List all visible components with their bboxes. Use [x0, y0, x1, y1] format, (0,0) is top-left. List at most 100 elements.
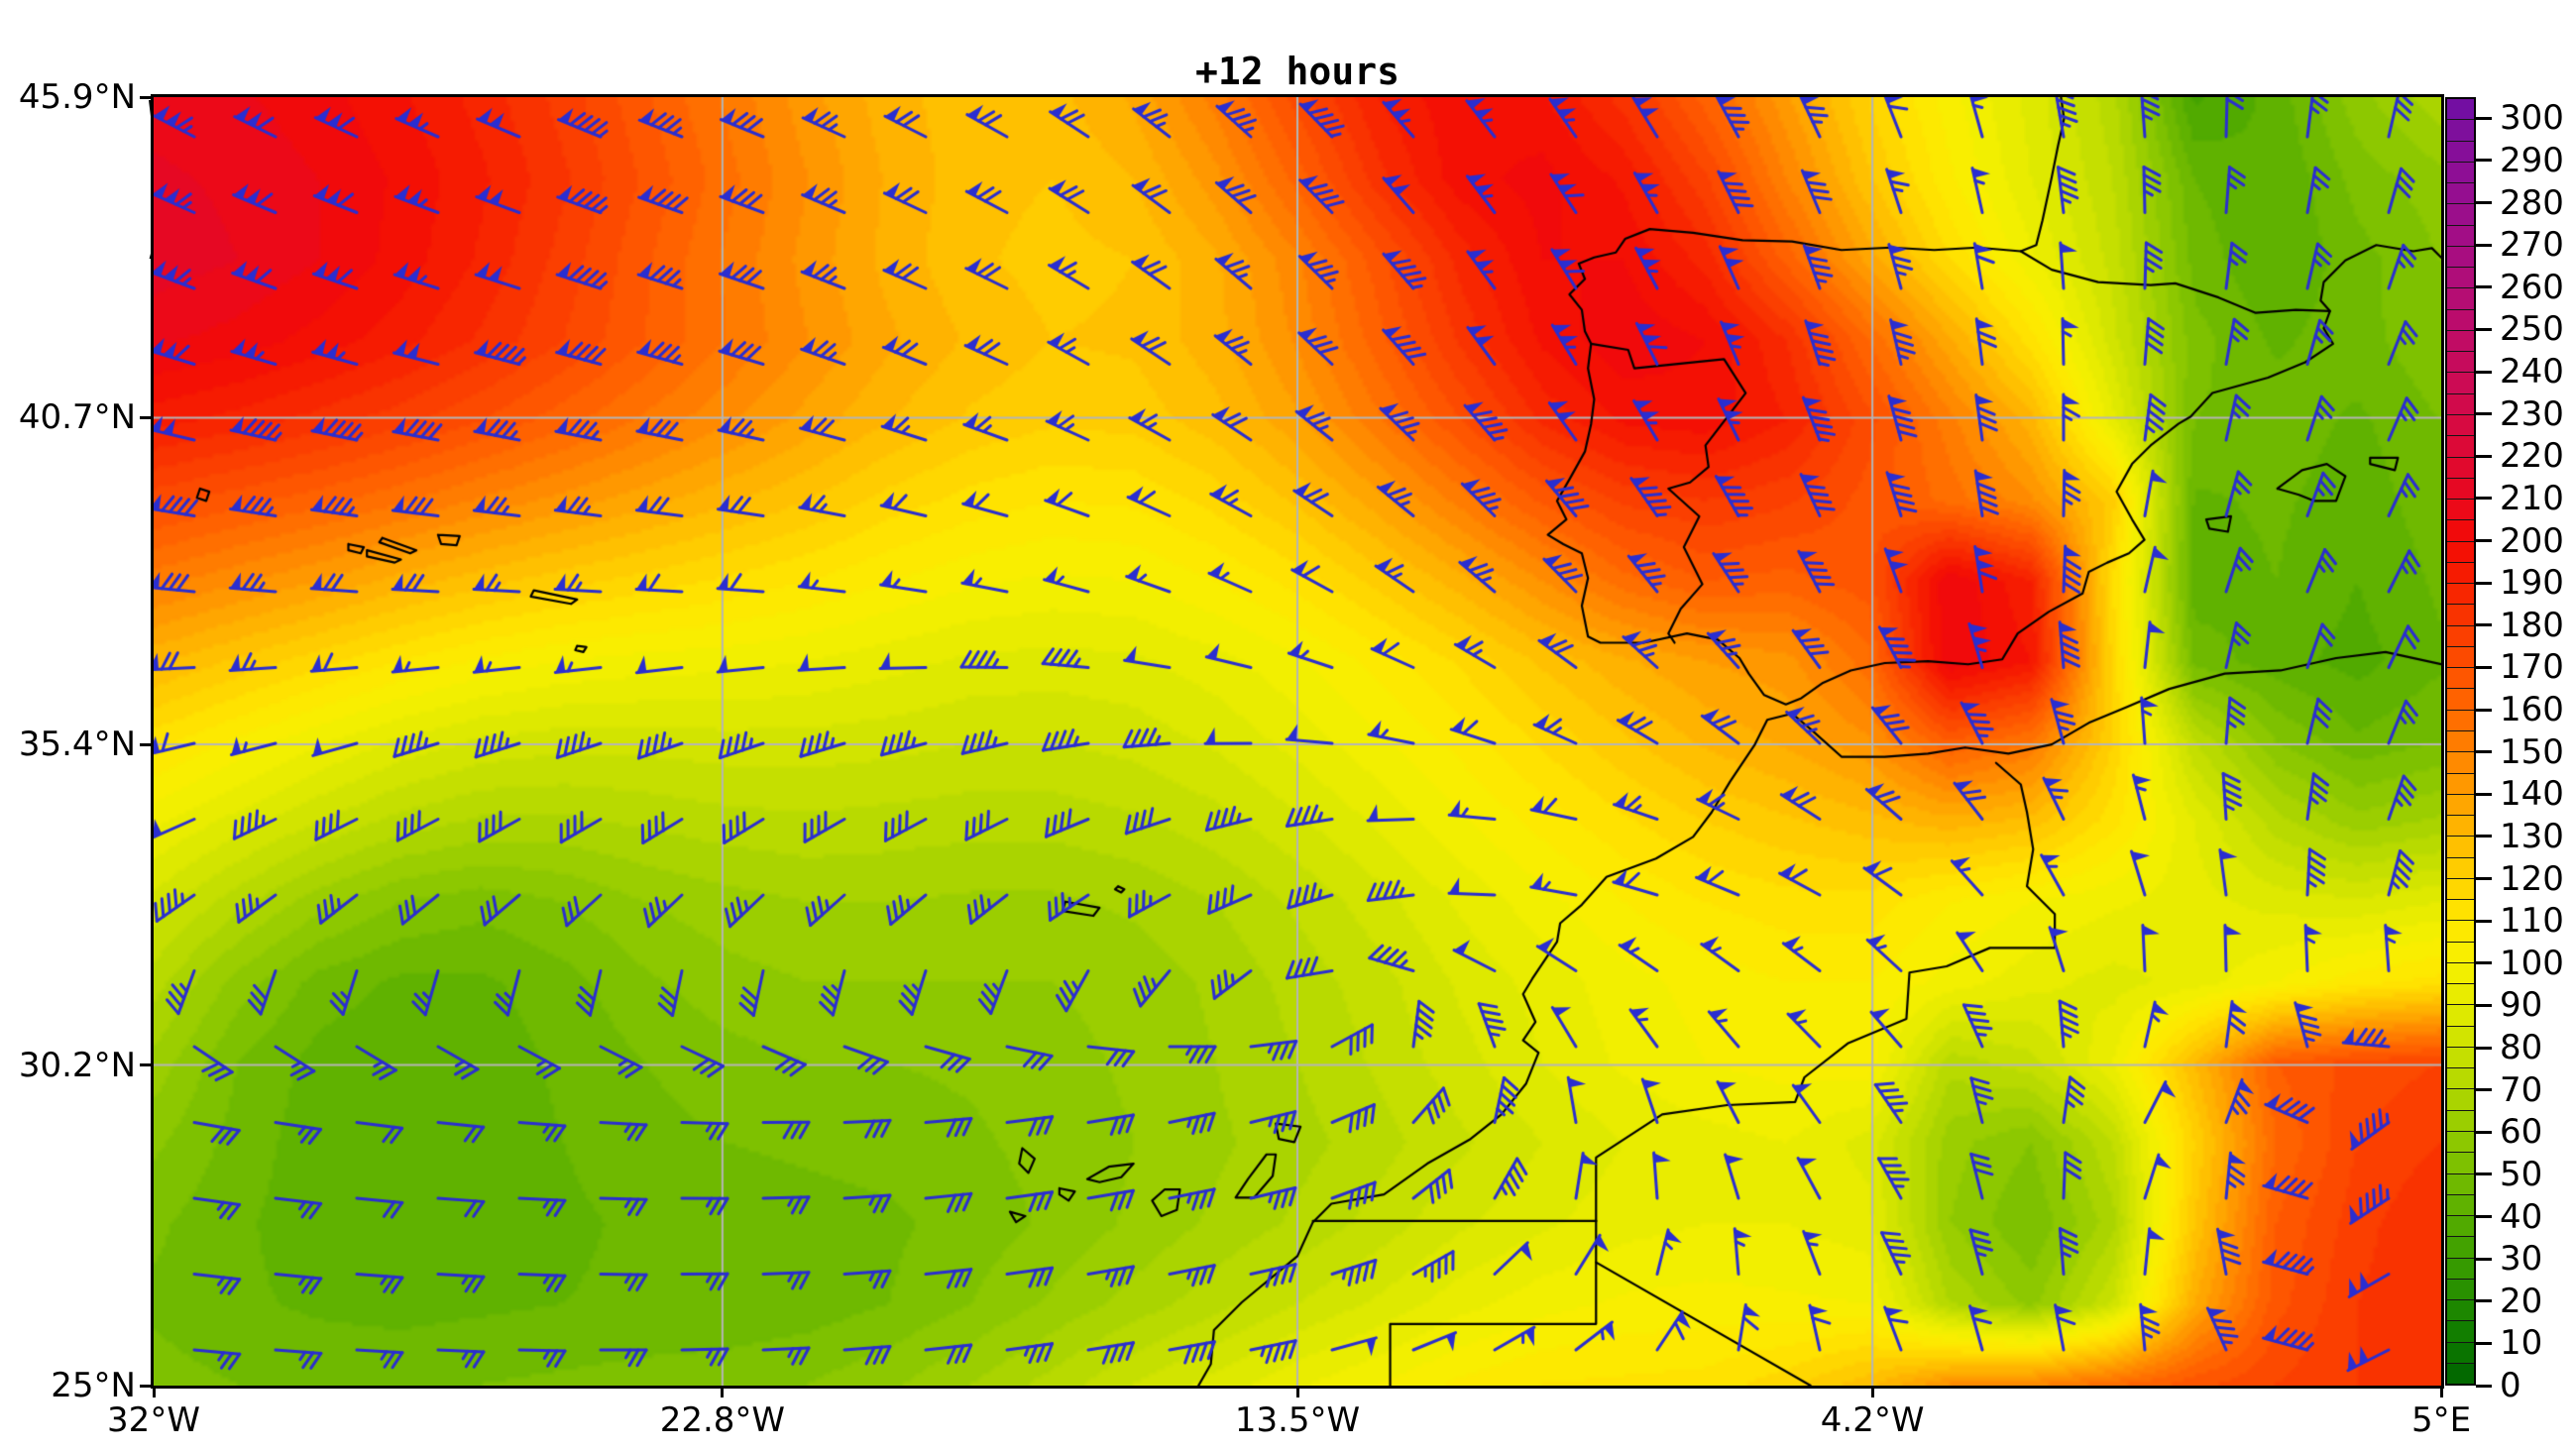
- colorbar-segment: [2447, 414, 2474, 437]
- colorbar-segment: [2447, 816, 2474, 838]
- colorbar-segment: [2447, 900, 2474, 922]
- colorbar-segment: [2447, 710, 2474, 731]
- wind-speed-map: [151, 94, 2444, 1389]
- colorbar-segment: [2447, 689, 2474, 711]
- colorbar-segment: [2447, 330, 2474, 353]
- colorbar-segment: [2447, 1005, 2474, 1027]
- colorbar-segment: [2447, 500, 2474, 521]
- colorbar-segment: [2447, 625, 2474, 647]
- colorbar-tick: [2476, 1299, 2492, 1303]
- x-tick: [2439, 1386, 2443, 1397]
- colorbar-tick: [2476, 1173, 2492, 1176]
- colorbar-tick-label: 250: [2500, 309, 2564, 350]
- colorbar-tick: [2476, 1088, 2492, 1092]
- colorbar-tick: [2476, 961, 2492, 965]
- colorbar-segment: [2447, 1237, 2474, 1259]
- colorbar-segment: [2447, 520, 2474, 542]
- colorbar-segment: [2447, 1026, 2474, 1048]
- colorbar-segment: [2447, 268, 2474, 289]
- colorbar-tick: [2476, 1046, 2492, 1050]
- colorbar-tick: [2476, 243, 2492, 247]
- colorbar-segment: [2447, 352, 2474, 374]
- colorbar-tick: [2476, 919, 2492, 923]
- colorbar-tick-label: 240: [2500, 352, 2564, 392]
- colorbar-tick: [2476, 497, 2492, 501]
- colorbar-tick-label: 50: [2500, 1154, 2543, 1194]
- colorbar-segment: [2447, 730, 2474, 753]
- y-tick-label: 40.7°N: [18, 397, 136, 438]
- colorbar-segment: [2447, 584, 2474, 606]
- colorbar-segment: [2447, 1173, 2474, 1195]
- colorbar-tick: [2476, 370, 2492, 374]
- y-tick: [140, 415, 154, 419]
- colorbar-tick: [2476, 201, 2492, 205]
- colorbar-segment: [2447, 1300, 2474, 1322]
- x-tick: [1295, 1386, 1299, 1397]
- colorbar-segment: [2447, 162, 2474, 184]
- colorbar-segment: [2447, 1363, 2474, 1385]
- colorbar-tick: [2476, 1257, 2492, 1261]
- colorbar-tick: [2476, 454, 2492, 458]
- colorbar-tick: [2476, 835, 2492, 838]
- colorbar-tick-label: 80: [2500, 1028, 2543, 1068]
- colorbar-segment: [2447, 1068, 2474, 1090]
- colorbar-segment: [2447, 773, 2474, 795]
- colorbar-tick-label: 220: [2500, 436, 2564, 477]
- colorbar-tick-label: 190: [2500, 563, 2564, 604]
- colorbar-tick-label: 160: [2500, 690, 2564, 730]
- colorbar-tick: [2476, 877, 2492, 881]
- colorbar-segment: [2447, 1216, 2474, 1238]
- colorbar-segment: [2447, 225, 2474, 247]
- y-tick: [140, 95, 154, 99]
- colorbar-segment: [2447, 1279, 2474, 1301]
- colorbar-tick-label: 10: [2500, 1323, 2543, 1364]
- colorbar-tick: [2476, 708, 2492, 712]
- colorbar-segment: [2447, 1342, 2474, 1364]
- colorbar-segment: [2447, 457, 2474, 479]
- colorbar-tick-label: 170: [2500, 647, 2564, 688]
- colorbar-tick: [2476, 1384, 2492, 1388]
- colorbar-segment: [2447, 436, 2474, 458]
- x-tick-label: 5°E: [2410, 1400, 2472, 1440]
- y-tick-label: 45.9°N: [18, 77, 136, 117]
- colorbar-tick-label: 180: [2500, 605, 2564, 645]
- colorbar-tick: [2476, 327, 2492, 331]
- colorbar-segment: [2447, 1194, 2474, 1217]
- colorbar-tick: [2476, 159, 2492, 163]
- colorbar-tick: [2476, 623, 2492, 627]
- x-tick: [1870, 1386, 1874, 1397]
- colorbar-tick-label: 0: [2500, 1366, 2521, 1405]
- colorbar-tick-label: 70: [2500, 1069, 2543, 1110]
- colorbar-tick-label: 230: [2500, 393, 2564, 434]
- colorbar-segment: [2447, 1089, 2474, 1111]
- colorbar-tick-label: 200: [2500, 520, 2564, 561]
- colorbar-segment: [2447, 478, 2474, 501]
- colorbar-tick-label: 100: [2500, 943, 2564, 983]
- colorbar-tick-label: 110: [2500, 901, 2564, 942]
- colorbar-tick: [2476, 539, 2492, 543]
- colorbar-segment: [2447, 921, 2474, 943]
- colorbar-segment: [2447, 1132, 2474, 1154]
- colorbar: [2445, 97, 2476, 1386]
- y-tick: [140, 742, 154, 746]
- colorbar-tick: [2476, 750, 2492, 754]
- colorbar-segment: [2447, 1153, 2474, 1174]
- colorbar-segment: [2447, 752, 2474, 774]
- x-tick-label: 13.5°W: [1234, 1400, 1361, 1440]
- colorbar-tick-label: 120: [2500, 858, 2564, 899]
- colorbar-tick: [2476, 1130, 2492, 1134]
- colorbar-segment: [2447, 141, 2474, 163]
- colorbar-segment: [2447, 204, 2474, 226]
- colorbar-segment: [2447, 562, 2474, 585]
- colorbar-tick-label: 280: [2500, 182, 2564, 223]
- colorbar-tick-label: 300: [2500, 98, 2564, 139]
- colorbar-segment: [2447, 605, 2474, 626]
- colorbar-segment: [2447, 1321, 2474, 1343]
- colorbar-segment: [2447, 1110, 2474, 1133]
- colorbar-segment: [2447, 246, 2474, 269]
- colorbar-segment: [2447, 942, 2474, 963]
- colorbar-segment: [2447, 646, 2474, 669]
- colorbar-segment: [2447, 183, 2474, 205]
- colorbar-tick-label: 150: [2500, 731, 2564, 772]
